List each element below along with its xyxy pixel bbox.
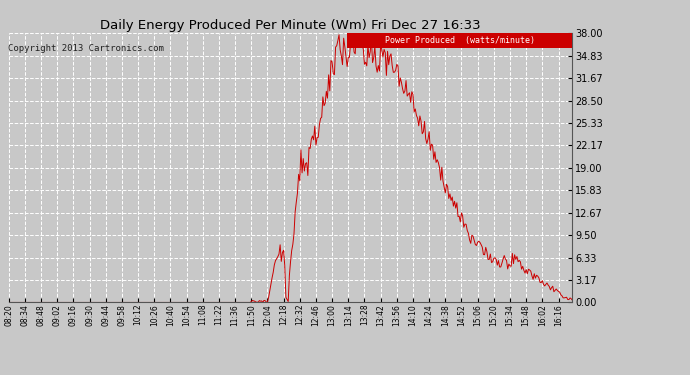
Title: Daily Energy Produced Per Minute (Wm) Fri Dec 27 16:33: Daily Energy Produced Per Minute (Wm) Fr… [100, 19, 481, 32]
Text: Copyright 2013 Cartronics.com: Copyright 2013 Cartronics.com [8, 44, 164, 52]
